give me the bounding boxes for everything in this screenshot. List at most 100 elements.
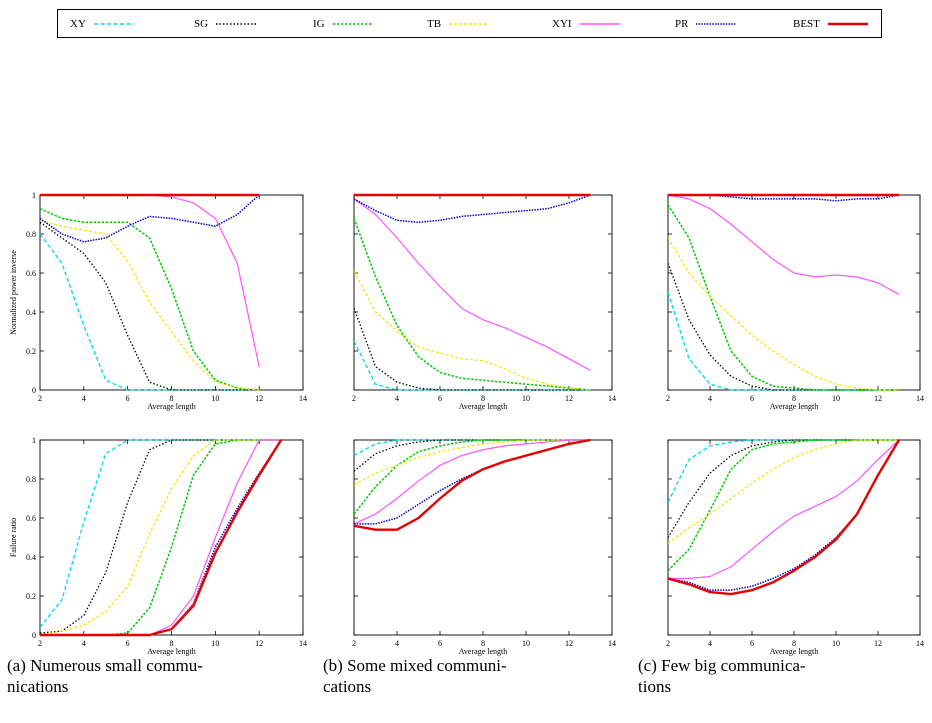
x-axis-label: Average length bbox=[459, 647, 508, 656]
y-tick-label: 0.2 bbox=[26, 592, 36, 601]
plot-frame bbox=[39, 194, 304, 391]
x-tick-label: 14 bbox=[916, 394, 924, 403]
series-line-sg bbox=[40, 221, 260, 391]
series-line-sg bbox=[668, 263, 899, 391]
chart-a-bottom: 2 4 6 8 10 12 14 0 0.2 0.4 0.6 0.8 1 Average length Fa… bbox=[9, 436, 307, 656]
x-tick-label: 12 bbox=[255, 394, 263, 403]
caption-c: (c) Few big communica- tions bbox=[638, 655, 881, 697]
y-tick-label: 0.4 bbox=[26, 553, 36, 562]
y-tick-label: 0.2 bbox=[26, 347, 36, 356]
series-line-xyi bbox=[354, 439, 591, 525]
legend-item-sg: SG bbox=[194, 10, 257, 37]
series-line-ig bbox=[40, 439, 282, 636]
series-line-xy bbox=[354, 340, 591, 391]
chart-b-bottom: 2 4 6 8 10 12 14 Average length bbox=[352, 438, 616, 656]
legend-item-tb: TB bbox=[427, 10, 490, 37]
series-line-xyi bbox=[40, 439, 282, 636]
caption-c-line2: tions bbox=[638, 677, 672, 696]
x-tick-label: 10 bbox=[211, 394, 219, 403]
x-axis-label: Average length bbox=[147, 647, 196, 656]
chart-c-top: 2 4 6 8 10 12 14 Average length bbox=[666, 193, 924, 411]
y-tick-label: 0.6 bbox=[26, 514, 36, 523]
series-line-ig bbox=[354, 439, 591, 515]
legend-label: BEST bbox=[793, 17, 820, 30]
x-tick-label: 12 bbox=[874, 394, 882, 403]
chart-b-top: 2 4 6 8 10 12 14 Average length bbox=[352, 193, 616, 411]
series-line-best bbox=[40, 439, 283, 637]
x-tick-label: 8 bbox=[481, 394, 485, 403]
x-tick-label: 14 bbox=[299, 394, 307, 403]
chart-c-bottom: 2 4 6 8 10 12 14 Average length bbox=[666, 439, 924, 656]
series-line-best bbox=[354, 438, 591, 531]
x-tick-label: 2 bbox=[666, 394, 670, 403]
legend-item-xy: XY bbox=[70, 10, 134, 37]
legend-label: IG bbox=[313, 17, 325, 30]
x-tick-label: 10 bbox=[832, 639, 840, 648]
series-line-tb bbox=[40, 439, 282, 636]
series-line-pr bbox=[40, 194, 260, 243]
series-line-sg bbox=[354, 307, 591, 391]
y-tick-label: 1 bbox=[32, 436, 36, 445]
y-tick-label: 1 bbox=[32, 191, 36, 200]
legend-item-xyi: XYI bbox=[552, 10, 620, 37]
series-line-tb bbox=[668, 439, 899, 544]
x-tick-label: 4 bbox=[708, 394, 712, 403]
y-axis-label: Failure ratio bbox=[9, 518, 18, 557]
series-line-pr bbox=[668, 439, 900, 591]
x-tick-label: 8 bbox=[481, 639, 485, 648]
x-axis-label: Average length bbox=[147, 402, 196, 411]
x-tick-label: 6 bbox=[750, 639, 754, 648]
series-line-xy bbox=[354, 439, 591, 457]
x-tick-label: 6 bbox=[438, 394, 442, 403]
legend-swatch bbox=[93, 22, 134, 25]
series-line-tb bbox=[40, 219, 260, 391]
legend-label: XY bbox=[70, 17, 86, 30]
series-line-tb bbox=[354, 270, 591, 391]
series-line-xyi bbox=[354, 198, 591, 372]
x-tick-label: 10 bbox=[211, 639, 219, 648]
x-tick-label: 10 bbox=[832, 394, 840, 403]
x-axis-label: Average length bbox=[459, 402, 508, 411]
legend: XY SG IG TB XYI PR BEST bbox=[57, 9, 882, 38]
series-line-best bbox=[668, 439, 901, 596]
legend-label: PR bbox=[675, 17, 689, 30]
y-tick-label: 0 bbox=[32, 631, 36, 640]
series-line-pr bbox=[354, 194, 591, 224]
series-line-xy bbox=[668, 439, 899, 503]
y-axis-label: Normalized power inverse bbox=[9, 250, 18, 335]
series-line-ig bbox=[40, 207, 260, 391]
x-tick-label: 14 bbox=[608, 394, 616, 403]
x-tick-label: 6 bbox=[126, 639, 130, 648]
caption-b-line2: cations bbox=[323, 677, 372, 696]
x-tick-label: 14 bbox=[608, 639, 616, 648]
x-tick-label: 6 bbox=[438, 639, 442, 648]
x-tick-label: 14 bbox=[299, 639, 307, 648]
x-tick-label: 12 bbox=[565, 639, 573, 648]
caption-a-line1: (a) Numerous small commu- bbox=[7, 656, 203, 675]
y-tick-label: 0.8 bbox=[26, 230, 36, 239]
caption-c-line1: (c) Few big communica- bbox=[638, 656, 806, 675]
series-line-sg bbox=[354, 439, 591, 472]
caption-b-line1: (b) Some mixed communi- bbox=[323, 656, 507, 675]
x-tick-label: 2 bbox=[352, 639, 356, 648]
x-tick-label: 2 bbox=[666, 639, 670, 648]
legend-item-best: BEST bbox=[793, 10, 868, 37]
x-tick-label: 4 bbox=[82, 394, 86, 403]
series-line-ig bbox=[354, 218, 591, 391]
x-tick-label: 12 bbox=[874, 639, 882, 648]
x-tick-label: 4 bbox=[708, 639, 712, 648]
series-line-sg bbox=[668, 439, 899, 538]
series-line-pr bbox=[40, 439, 282, 636]
x-tick-label: 2 bbox=[38, 639, 42, 648]
series-line-tb bbox=[354, 439, 591, 486]
x-tick-label: 6 bbox=[126, 394, 130, 403]
x-tick-label: 8 bbox=[792, 639, 796, 648]
x-tick-label: 2 bbox=[38, 394, 42, 403]
x-tick-label: 4 bbox=[82, 639, 86, 648]
series-line-ig bbox=[668, 439, 899, 572]
x-tick-label: 12 bbox=[255, 639, 263, 648]
x-tick-label: 14 bbox=[916, 639, 924, 648]
x-axis-label: Average length bbox=[770, 402, 819, 411]
legend-item-pr: PR bbox=[675, 10, 737, 37]
